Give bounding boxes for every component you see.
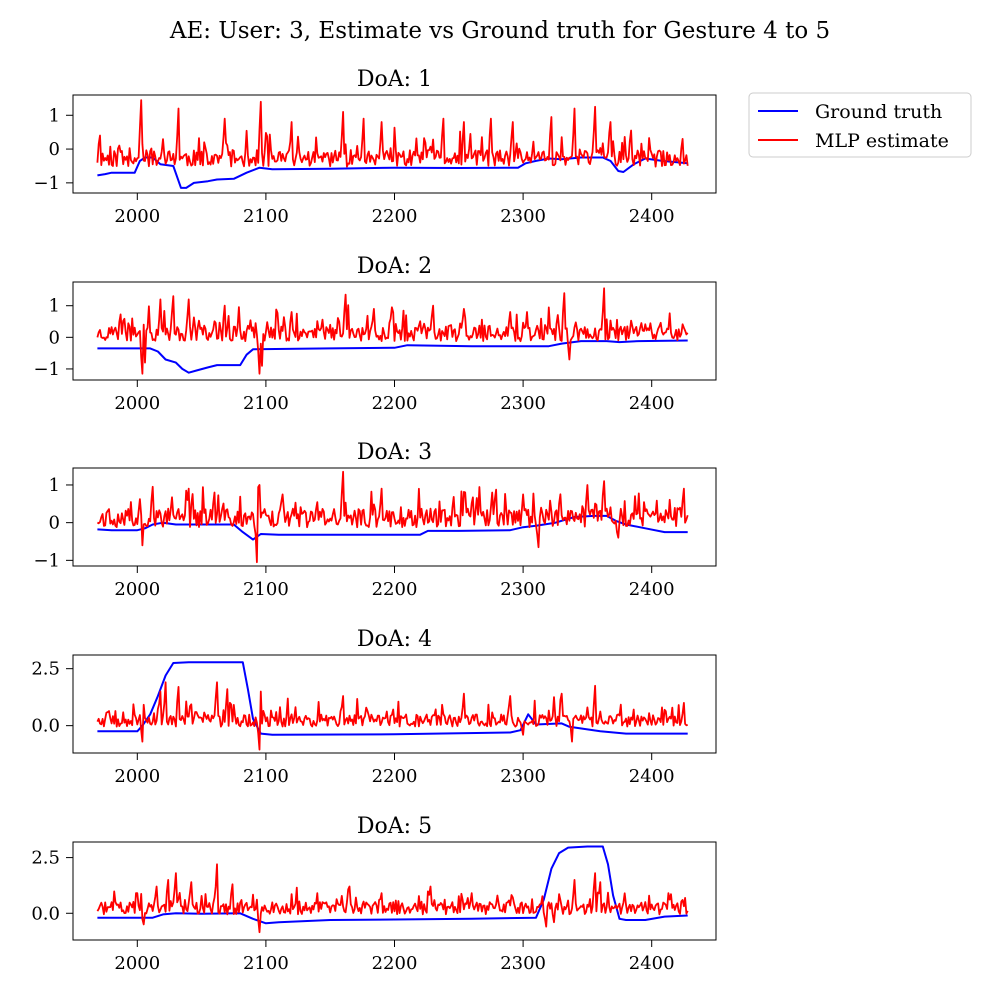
y-tick-label: −1	[33, 173, 60, 194]
y-tick-label: 1	[49, 296, 60, 317]
plot-frame	[72, 281, 717, 381]
ground-truth-line	[97, 661, 688, 736]
subplot-title: DoA: 3	[357, 440, 432, 465]
x-tick-label: 2200	[372, 393, 418, 414]
legend: Ground truth MLP estimate	[748, 92, 972, 158]
y-tick-label: 2.5	[31, 659, 60, 680]
subplot-doa-5: DoA: 5 2000 2100 2200 2300 2400 2.5 0.0	[31, 814, 717, 974]
subplot-doa-4: DoA: 4 2000 2100 2200 2300 2400 2.5 0.0	[31, 627, 717, 787]
x-tick-label: 2100	[243, 766, 289, 787]
mlp-estimate-line	[96, 287, 689, 375]
legend-mlp-estimate-label: MLP estimate	[815, 130, 949, 152]
legend-frame	[748, 92, 972, 158]
x-tick-label: 2300	[500, 206, 546, 227]
x-tick-label: 2200	[372, 766, 418, 787]
plot-frame	[72, 841, 717, 941]
y-tick-label: 0	[49, 139, 60, 160]
x-tick-label: 2000	[114, 579, 160, 600]
x-tick-label: 2300	[500, 953, 546, 974]
x-tick-label: 2300	[500, 766, 546, 787]
x-tick-label: 2100	[243, 393, 289, 414]
y-tick-label: 1	[49, 475, 60, 496]
y-tick-label: 0.0	[31, 716, 60, 737]
x-tick-label: 2200	[372, 579, 418, 600]
plot-frame	[72, 654, 717, 754]
x-tick-label: 2200	[372, 206, 418, 227]
subplot-title: DoA: 5	[357, 814, 432, 839]
x-tick-label: 2100	[243, 206, 289, 227]
x-tick-label: 2000	[114, 206, 160, 227]
subplot-title: DoA: 2	[357, 254, 432, 279]
ground-truth-line	[97, 514, 688, 541]
plot-frame	[72, 94, 717, 194]
mlp-estimate-line	[96, 99, 689, 168]
x-tick-label: 2000	[114, 393, 160, 414]
x-tick-label: 2100	[243, 953, 289, 974]
subplot-doa-3: DoA: 3 2000 2100 2200 2300 2400 1 0 −1	[33, 440, 717, 600]
y-tick-label: 2.5	[31, 848, 60, 869]
x-tick-label: 2000	[114, 766, 160, 787]
y-tick-label: 0	[49, 327, 60, 348]
x-tick-label: 2100	[243, 579, 289, 600]
mlp-estimate-line	[96, 863, 689, 934]
chart-title: AE: User: 3, Estimate vs Ground truth fo…	[169, 18, 830, 44]
subplot-title: DoA: 1	[357, 67, 432, 92]
x-tick-label: 2300	[500, 393, 546, 414]
x-tick-label: 2200	[372, 953, 418, 974]
y-tick-label: 0.0	[31, 903, 60, 924]
subplot-doa-1: DoA: 1 2000 2100 2200 2300 2400 1 0 −1	[33, 67, 717, 227]
x-tick-label: 2400	[629, 766, 675, 787]
ground-truth-line	[97, 339, 688, 374]
legend-ground-truth-label: Ground truth	[815, 101, 942, 123]
subplot-title: DoA: 4	[357, 627, 432, 652]
mlp-estimate-line	[96, 470, 689, 564]
plot-frame	[72, 467, 717, 567]
x-tick-label: 2300	[500, 579, 546, 600]
mlp-estimate-line	[96, 681, 688, 751]
x-tick-label: 2400	[629, 579, 675, 600]
y-tick-label: −1	[33, 550, 60, 571]
y-tick-label: 1	[49, 105, 60, 126]
y-tick-label: 0	[49, 513, 60, 534]
subplots: DoA: 1 2000 2100 2200 2300 2400 1 0 −1 DoA: 2 2000…	[31, 67, 717, 974]
subplot-doa-2: DoA: 2 2000 2100 2200 2300 2400 1 0 −1	[33, 254, 717, 414]
x-tick-label: 2400	[629, 393, 675, 414]
x-tick-label: 2000	[114, 953, 160, 974]
y-tick-label: −1	[33, 359, 60, 380]
x-tick-label: 2400	[629, 953, 675, 974]
x-tick-label: 2400	[629, 206, 675, 227]
